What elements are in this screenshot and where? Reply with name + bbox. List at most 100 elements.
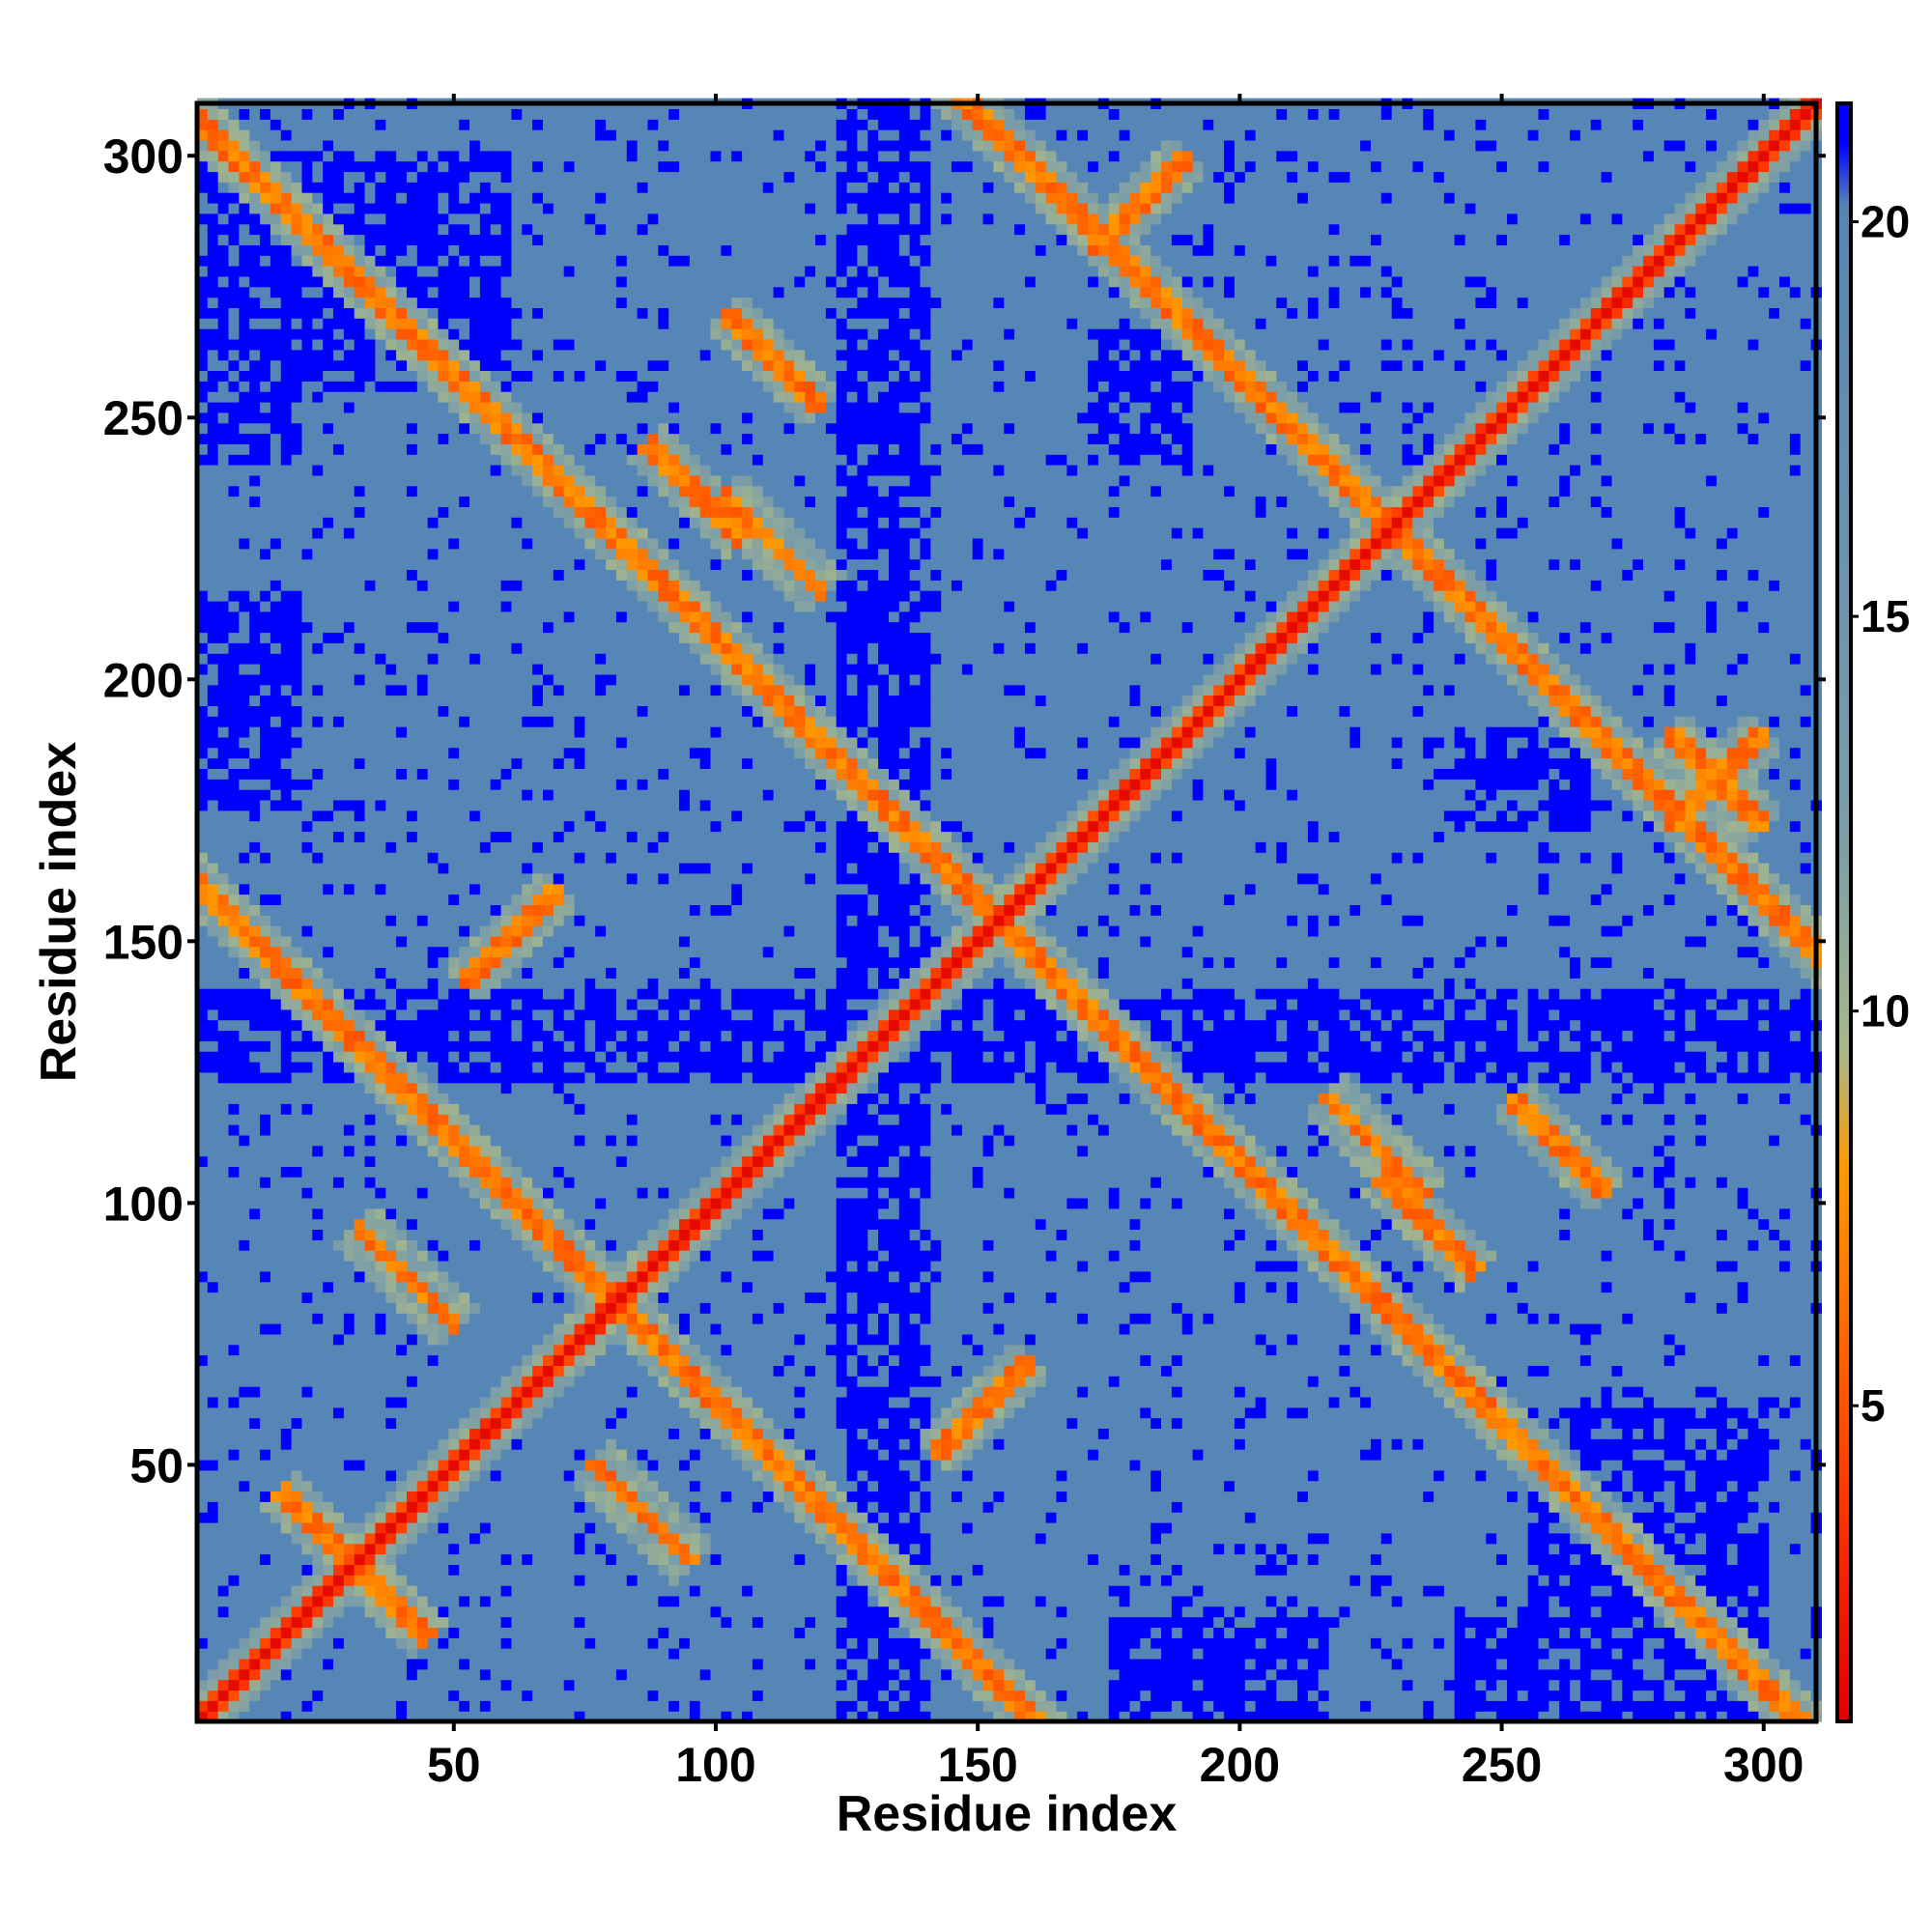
heatmap-cell [469, 307, 481, 319]
heatmap-cell [407, 1270, 418, 1283]
heatmap-cell [438, 716, 449, 727]
heatmap-cell [438, 673, 449, 686]
heatmap-cell [500, 307, 512, 319]
heatmap-cell [228, 1187, 240, 1199]
heatmap-cell [354, 119, 366, 130]
heatmap-cell [438, 454, 449, 466]
heatmap-cell [239, 370, 250, 382]
heatmap-cell [260, 1386, 271, 1398]
heatmap-cell [479, 967, 492, 979]
heatmap-cell [249, 653, 261, 665]
heatmap-cell [427, 1365, 440, 1377]
heatmap-cell [416, 474, 429, 487]
heatmap-cell [312, 422, 324, 435]
heatmap-cell [312, 852, 324, 864]
heatmap-cell [396, 1616, 408, 1628]
heatmap-cell [375, 213, 386, 225]
heatmap-cell [479, 1386, 492, 1398]
heatmap-cell [427, 1659, 440, 1670]
heatmap-cell [511, 1261, 523, 1272]
heatmap-cell [490, 307, 502, 319]
heatmap-cell [312, 925, 324, 937]
heatmap-cell [323, 1532, 334, 1545]
heatmap-cell [197, 726, 209, 738]
heatmap-cell [354, 140, 366, 152]
heatmap-cell [354, 747, 366, 759]
heatmap-cell [511, 1313, 523, 1324]
heatmap-cell [427, 1071, 440, 1084]
heatmap-cell [490, 1051, 502, 1063]
heatmap-cell [270, 1491, 282, 1502]
heatmap-cell [217, 1229, 230, 1240]
heatmap-cell [416, 580, 429, 591]
heatmap-cell [301, 768, 313, 780]
heatmap-cell [343, 286, 355, 298]
heatmap-cell [375, 517, 386, 528]
heatmap-cell [260, 1460, 271, 1471]
heatmap-cell [197, 213, 209, 225]
heatmap-cell [291, 485, 302, 497]
heatmap-cell [364, 517, 376, 528]
heatmap-cell [511, 422, 523, 435]
heatmap-cell [343, 1532, 355, 1545]
heatmap-cell [207, 548, 219, 560]
heatmap-cell [343, 988, 355, 1000]
heatmap-cell [364, 915, 376, 926]
heatmap-cell [385, 632, 397, 643]
heatmap-cell [459, 1543, 470, 1555]
heatmap-cell [416, 705, 429, 717]
heatmap-cell [354, 894, 366, 905]
heatmap-cell [490, 1354, 502, 1366]
heatmap-cell [217, 883, 230, 895]
heatmap-cell [438, 1333, 449, 1346]
heatmap-cell [333, 580, 345, 591]
heatmap-cell [249, 768, 261, 780]
heatmap-cell [427, 422, 440, 435]
heatmap-cell [323, 1564, 334, 1576]
heatmap-cell [364, 1187, 376, 1199]
heatmap-cell [469, 412, 481, 424]
heatmap-cell [511, 1218, 523, 1230]
heatmap-cell [260, 160, 271, 173]
heatmap-cell [385, 1627, 397, 1638]
heatmap-cell [249, 182, 261, 193]
heatmap-cell [323, 967, 334, 979]
heatmap-cell [343, 1460, 355, 1471]
heatmap-cell [469, 1145, 481, 1157]
heatmap-cell [291, 558, 302, 570]
heatmap-cell [197, 454, 209, 466]
heatmap-cell [207, 632, 219, 643]
heatmap-cell [312, 653, 324, 665]
heatmap-cell [522, 359, 533, 371]
heatmap-cell [217, 412, 230, 424]
heatmap-cell [448, 664, 460, 675]
heatmap-cell [407, 768, 418, 780]
heatmap-cell [228, 1354, 240, 1366]
heatmap-cell [354, 160, 366, 173]
heatmap-cell [333, 1553, 345, 1565]
heatmap-cell [228, 664, 240, 675]
heatmap-cell [207, 370, 219, 382]
heatmap-cell [416, 1302, 429, 1314]
heatmap-cell [343, 307, 355, 319]
heatmap-cell [427, 852, 440, 864]
heatmap-cell [522, 1292, 533, 1303]
heatmap-cell [301, 1187, 313, 1199]
heatmap-cell [407, 852, 418, 864]
heatmap-cell [522, 757, 533, 769]
heatmap-cell [438, 506, 449, 518]
heatmap-cell [270, 1711, 282, 1722]
heatmap-cell [522, 1134, 533, 1147]
heatmap-cell [511, 1082, 523, 1094]
heatmap-cell [270, 1501, 282, 1513]
heatmap-cell [291, 1187, 302, 1199]
heatmap-cell [448, 234, 460, 245]
heatmap-cell [407, 370, 418, 382]
heatmap-cell [448, 1605, 460, 1618]
heatmap-cell [500, 1700, 512, 1712]
heatmap-cell [396, 978, 408, 989]
heatmap-cell [197, 883, 209, 895]
heatmap-cell [438, 359, 449, 371]
heatmap-cell [375, 632, 386, 643]
heatmap-cell [312, 1030, 324, 1041]
